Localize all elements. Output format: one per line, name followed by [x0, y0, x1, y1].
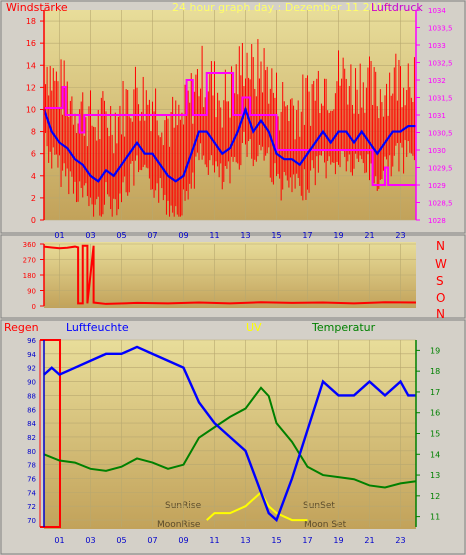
y-tick-label-temperature: 19: [430, 346, 440, 355]
y-tick-label-temperature: 13: [430, 471, 440, 480]
y-tick-label-wind: 16: [26, 39, 36, 48]
y-tick-label-humidity: 74: [27, 489, 36, 497]
x-tick-label-humidity: 09: [178, 536, 188, 545]
y-tick-label-wind: 2: [31, 194, 36, 203]
chart-title: 24 hour graph day : Dezember 11 2015: [172, 1, 391, 14]
x-tick-label-humidity: 05: [116, 536, 126, 545]
moonrise-label: MoonRise: [157, 520, 201, 530]
x-tick-label-wind: 05: [116, 231, 126, 240]
uv-label: UV: [246, 321, 262, 334]
uv-line: [206, 490, 308, 522]
y-tick-label-wind: 10: [26, 105, 36, 114]
y-tick-label-humidity: 72: [27, 503, 36, 511]
x-tick-label-wind: 19: [333, 231, 343, 240]
x-tick-label-humidity: 13: [240, 536, 250, 545]
x-tick-label-humidity: 17: [302, 536, 312, 545]
compass-n-bottom: N: [436, 307, 445, 321]
x-tick-label-wind: 03: [85, 231, 95, 240]
y-tick-label-direction: 180: [23, 272, 36, 280]
y-tick-label-pressure: 1031: [428, 112, 446, 120]
y-tick-label-wind: 0: [31, 216, 36, 225]
y-tick-label-humidity: 92: [27, 365, 36, 373]
y-tick-label-humidity: 94: [27, 351, 36, 359]
x-tick-label-wind: 13: [240, 231, 250, 240]
y-tick-label-pressure: 1033: [428, 42, 446, 50]
x-tick-label-wind: 01: [54, 231, 64, 240]
y-tick-label-pressure: 1031,5: [428, 95, 453, 103]
y-tick-label-direction: 270: [23, 257, 36, 265]
humidity-label: Luftfeuchte: [66, 321, 129, 334]
y-tick-label-pressure: 1034: [428, 7, 446, 15]
x-tick-label-wind: 23: [395, 231, 405, 240]
y-tick-label-humidity: 78: [27, 462, 36, 470]
humidity-line: [43, 345, 416, 523]
y-tick-label-temperature: 12: [430, 492, 440, 501]
x-tick-label-wind: 11: [209, 231, 219, 240]
y-tick-label-humidity: 70: [27, 517, 36, 525]
y-tick-label-pressure: 1028: [428, 217, 446, 225]
y-tick-label-wind: 8: [31, 128, 36, 137]
y-tick-label-wind: 4: [31, 172, 36, 181]
y-tick-label-pressure: 1030,5: [428, 130, 453, 138]
x-tick-label-humidity: 07: [147, 536, 157, 545]
y-tick-label-wind: 18: [26, 17, 36, 26]
pressure-axis-label: Luftdruck: [371, 1, 423, 14]
plot-area-humidity: [44, 340, 416, 529]
compass-n-top: N: [436, 239, 445, 253]
y-tick-label-humidity: 80: [27, 448, 36, 456]
x-tick-label-humidity: 03: [85, 536, 95, 545]
x-tick-label-wind: 17: [302, 231, 312, 240]
y-tick-label-pressure: 1029: [428, 182, 446, 190]
moonset-label: Moon Set: [304, 520, 347, 530]
y-tick-label-temperature: 14: [430, 450, 440, 459]
x-tick-label-wind: 07: [147, 231, 157, 240]
y-tick-label-direction: 0: [32, 303, 36, 311]
x-tick-label-humidity: 23: [395, 536, 405, 545]
x-tick-label-humidity: 01: [54, 536, 64, 545]
y-tick-label-direction: 90: [27, 288, 36, 296]
y-tick-label-pressure: 1033,5: [428, 25, 453, 33]
pressure-line: [44, 72, 416, 186]
y-tick-label-temperature: 17: [430, 388, 440, 397]
y-tick-label-humidity: 76: [27, 476, 36, 484]
temperature-label: Temperatur: [311, 321, 376, 334]
y-tick-label-humidity: 88: [27, 392, 36, 400]
compass-s: S: [436, 274, 444, 288]
y-tick-label-pressure: 1029,5: [428, 165, 453, 173]
y-tick-label-pressure: 1028,5: [428, 200, 453, 208]
x-tick-label-humidity: 19: [333, 536, 343, 545]
y-tick-label-direction: 360: [23, 241, 36, 249]
x-tick-label-wind: 21: [364, 231, 374, 240]
y-tick-label-wind: 12: [26, 83, 36, 92]
y-tick-label-humidity: 90: [27, 379, 36, 387]
y-tick-label-humidity: 86: [27, 406, 36, 414]
y-tick-label-wind: 14: [26, 61, 36, 70]
y-tick-label-temperature: 15: [430, 430, 440, 439]
y-tick-label-temperature: 11: [430, 513, 440, 522]
rain-bar: [40, 339, 61, 528]
wind-direction-line: [43, 244, 417, 305]
y-tick-label-pressure: 1032,5: [428, 60, 453, 68]
x-tick-label-humidity: 21: [364, 536, 374, 545]
x-tick-label-wind: 09: [178, 231, 188, 240]
y-tick-label-wind: 6: [31, 150, 36, 159]
y-tick-label-humidity: 82: [27, 434, 36, 442]
y-tick-label-temperature: 18: [430, 367, 440, 376]
y-tick-label-pressure: 1030: [428, 147, 446, 155]
x-tick-label-humidity: 11: [209, 536, 219, 545]
y-tick-label-humidity: 84: [27, 420, 36, 428]
x-tick-label-humidity: 15: [271, 536, 281, 545]
y-tick-label-temperature: 16: [430, 409, 440, 418]
y-tick-label-pressure: 1032: [428, 77, 446, 85]
y-tick-label-humidity: 96: [27, 337, 36, 345]
compass-w: W: [435, 257, 447, 271]
compass-o: O: [436, 291, 445, 305]
wind-axis-label: Windstärke: [6, 1, 68, 14]
x-tick-label-wind: 15: [271, 231, 281, 240]
temperature-line: [43, 386, 417, 489]
rain-label: Regen: [4, 321, 39, 334]
wind-average-line: [42, 106, 416, 183]
